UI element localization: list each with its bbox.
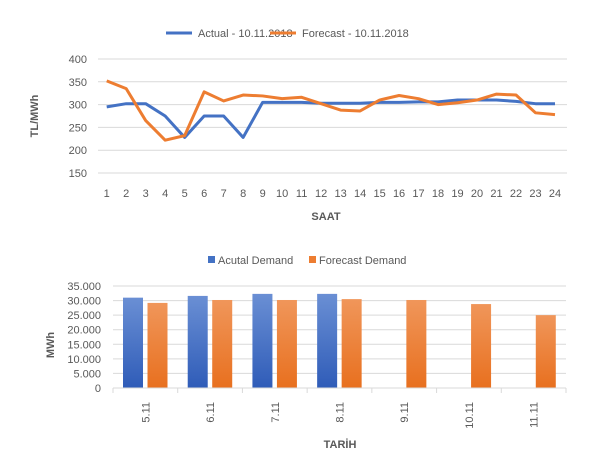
y-tick-label: 10.000	[67, 354, 101, 366]
y-tick-label: 35.000	[67, 281, 101, 293]
x-tick-label: 11	[296, 188, 307, 200]
bar-forecast-10.11	[471, 304, 492, 388]
legend-swatch	[208, 256, 215, 263]
x-tick-label: 13	[334, 188, 346, 200]
y-tick-label: 250	[69, 122, 87, 134]
x-tick-label: 11.11	[529, 402, 541, 428]
y-tick-label: 15.000	[67, 339, 101, 351]
x-tick-label: 17	[412, 188, 424, 200]
x-tick-label: 6	[201, 188, 207, 200]
bar-forecast-9.11	[406, 299, 427, 388]
x-tick-label: 21	[490, 188, 502, 200]
x-axis-title: SAAT	[311, 211, 340, 223]
y-tick-label: 150	[69, 168, 87, 180]
x-tick-label: 1	[104, 188, 110, 200]
bar-forecast-8.11	[341, 299, 362, 388]
bar-actual-5.11	[123, 297, 143, 388]
x-tick-label: 9	[260, 188, 266, 200]
series-line-forecast	[106, 79, 556, 142]
bar-actual-6.11	[187, 295, 208, 388]
x-tick-label: 10	[276, 188, 288, 200]
y-tick-label: 25.000	[67, 310, 101, 322]
y-axis-title: MWh	[45, 332, 57, 359]
y-tick-label: 30.000	[67, 296, 101, 308]
y-axis-title: TL/MWh	[29, 94, 41, 137]
x-tick-label: 10.11	[464, 402, 476, 429]
x-tick-label: 15	[373, 188, 385, 200]
x-tick-label: 24	[549, 188, 561, 200]
legend-label: Forecast Demand	[319, 255, 406, 267]
y-tick-label: 20.000	[67, 325, 101, 337]
y-tick-label: 5.000	[73, 368, 101, 380]
x-tick-label: 7	[221, 188, 227, 200]
x-tick-label: 18	[432, 188, 444, 200]
bar-forecast-5.11	[147, 302, 168, 388]
y-tick-label: 0	[95, 383, 101, 395]
legend-label: Forecast - 10.11.2018	[302, 28, 409, 40]
y-tick-label: 400	[69, 54, 87, 66]
y-tick-label: 350	[69, 77, 87, 89]
y-tick-label: 200	[69, 145, 87, 157]
x-tick-label: 6.11	[205, 402, 217, 423]
y-tick-label: 300	[69, 100, 87, 112]
x-tick-label: 9.11	[399, 402, 411, 423]
x-axis-title: TARİH	[324, 438, 357, 451]
x-tick-label: 2	[123, 188, 129, 200]
legend-label: Actual - 10.11.2018	[198, 28, 293, 40]
x-tick-label: 5.11	[140, 402, 152, 423]
x-tick-label: 16	[393, 188, 405, 200]
x-tick-label: 14	[354, 188, 366, 200]
x-tick-label: 4	[162, 188, 168, 200]
bar-forecast-6.11	[212, 299, 233, 388]
x-tick-label: 19	[451, 188, 463, 200]
x-tick-label: 22	[510, 188, 522, 200]
x-tick-label: 7.11	[270, 402, 282, 423]
legend-label: Acutal Demand	[218, 255, 293, 267]
x-tick-label: 23	[529, 188, 541, 200]
bar-actual-8.11	[317, 293, 338, 388]
legend-swatch	[309, 256, 316, 263]
x-tick-label: 12	[315, 188, 327, 200]
bar-forecast-7.11	[276, 299, 297, 388]
bar-actual-7.11	[252, 293, 273, 388]
x-tick-label: 8.11	[335, 402, 347, 423]
x-tick-label: 5	[182, 188, 188, 200]
x-tick-label: 8	[240, 188, 246, 200]
bar-forecast-11.11	[535, 315, 556, 388]
x-tick-label: 3	[143, 188, 149, 200]
x-tick-label: 20	[471, 188, 483, 200]
